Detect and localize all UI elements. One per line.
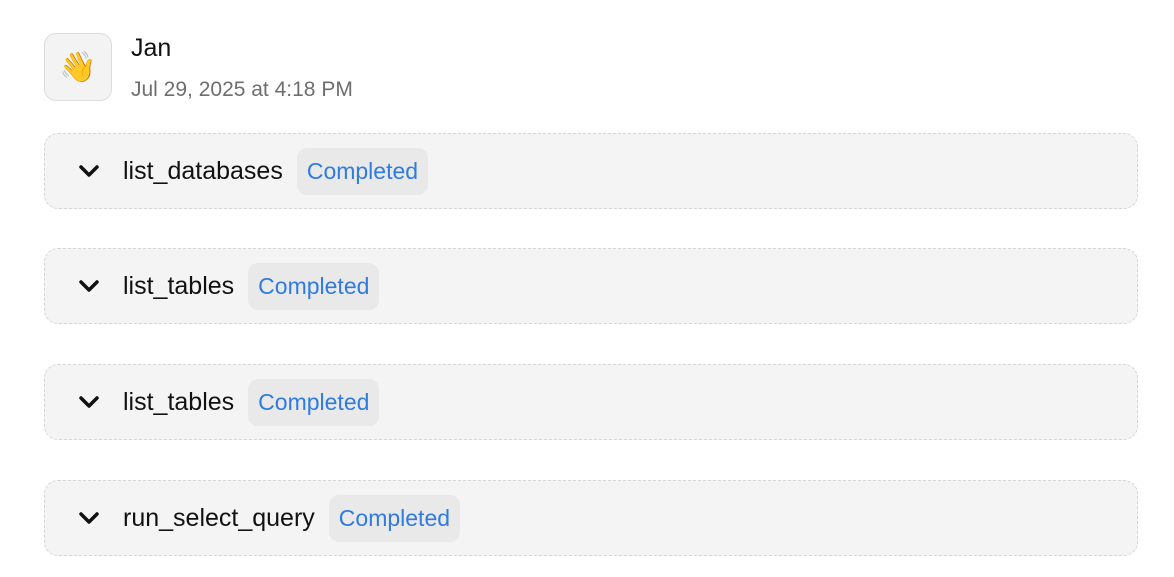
status-badge: Completed [248,262,380,310]
status-badge: Completed [248,378,380,426]
tool-call-card[interactable]: run_select_query Completed [44,480,1138,556]
status-badge: Completed [296,147,429,195]
chevron-down-icon[interactable] [77,390,101,414]
tool-name: list_tables [123,387,235,416]
author-name: Jan [131,34,172,62]
chevron-down-icon[interactable] [77,159,101,183]
tool-name: list_tables [123,271,235,300]
waving-hand-icon: 👋 [59,49,97,85]
tool-name: list_databases [123,156,283,185]
tool-call-card[interactable]: list_tables Completed [44,364,1138,440]
chevron-down-icon[interactable] [77,274,101,298]
tool-call-card[interactable]: list_tables Completed [44,248,1138,324]
chevron-down-icon[interactable] [77,506,101,530]
status-badge: Completed [328,494,461,542]
message-timestamp: Jul 29, 2025 at 4:18 PM [131,78,353,101]
tool-call-card[interactable]: list_databases Completed [44,133,1138,209]
tool-name: run_select_query [123,503,315,532]
avatar: 👋 [44,33,112,101]
